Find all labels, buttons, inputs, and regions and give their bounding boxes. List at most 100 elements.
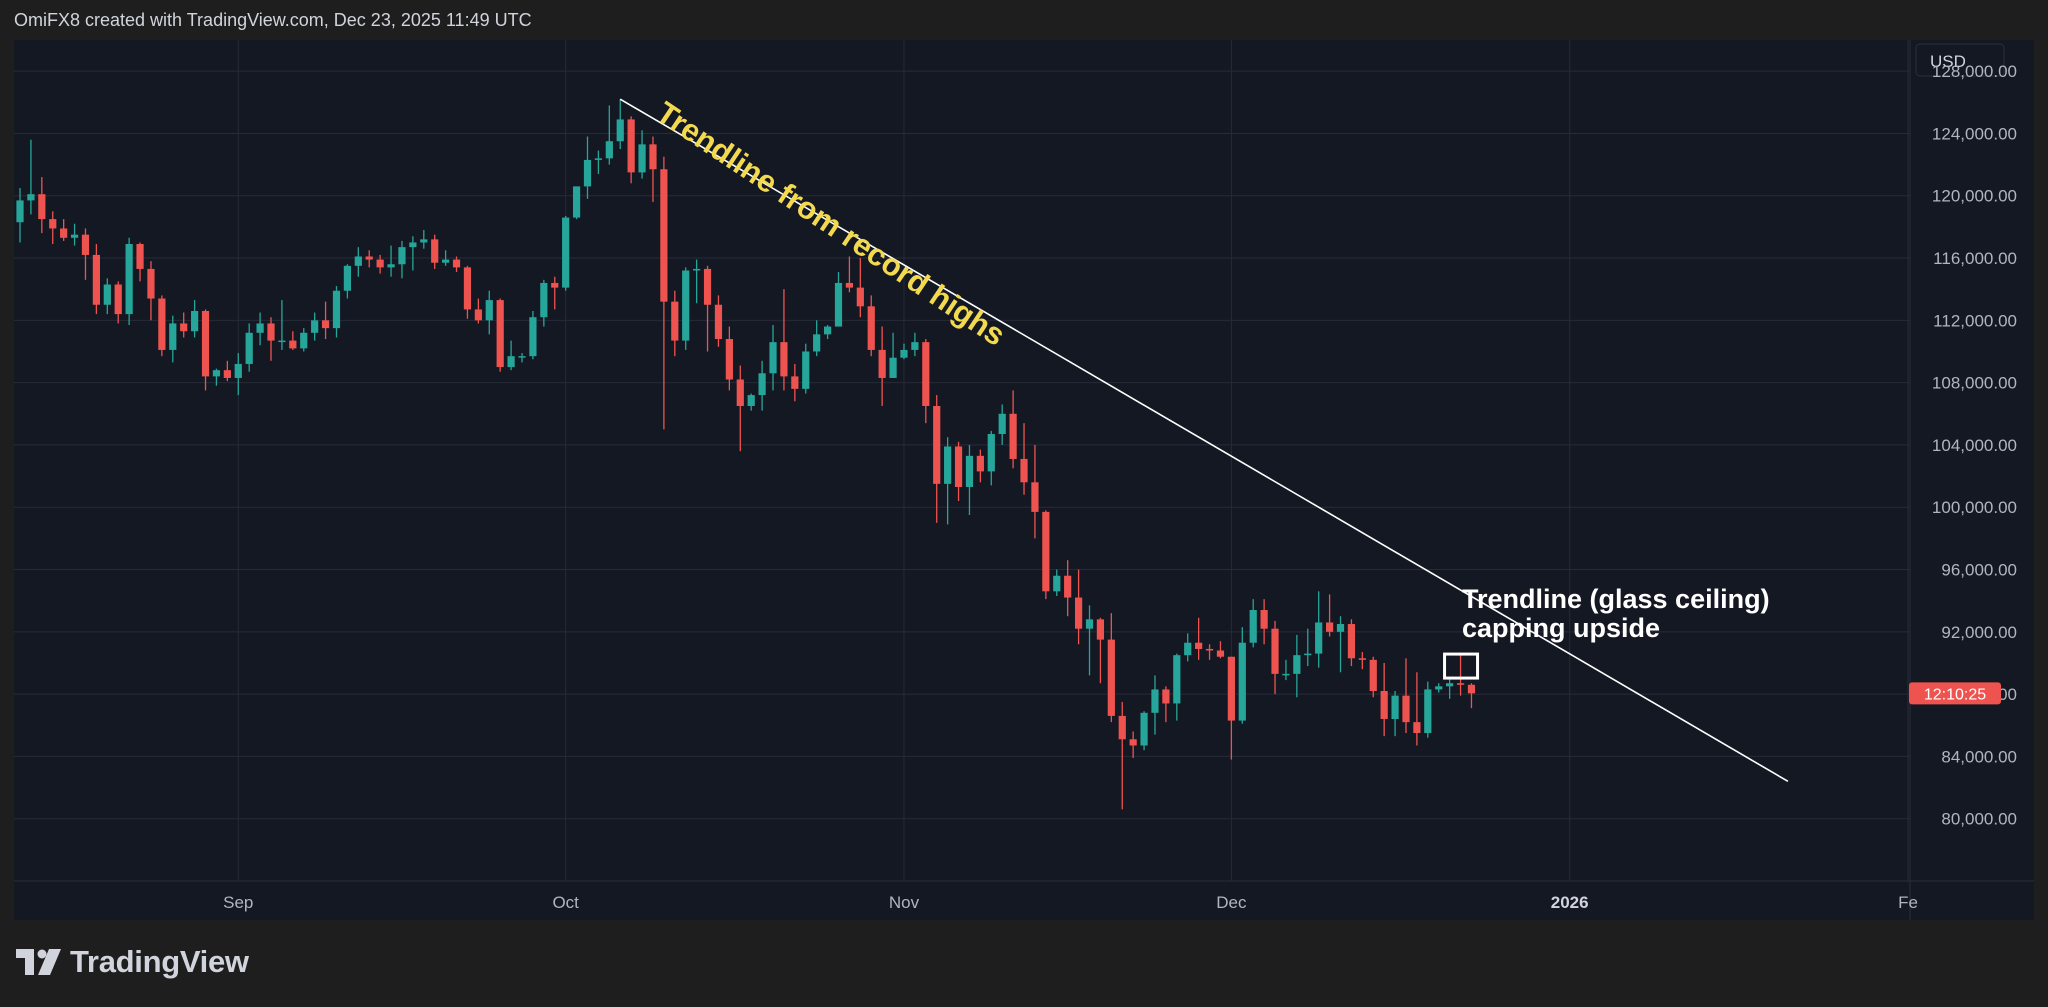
candle <box>758 360 766 411</box>
y-tick-label: 100,000.00 <box>1932 498 2017 517</box>
candle <box>834 272 843 327</box>
candle <box>671 290 679 357</box>
candle <box>944 437 952 525</box>
candle <box>147 261 155 321</box>
candle-body <box>1020 458 1028 483</box>
candle <box>1271 620 1279 695</box>
candle <box>180 312 188 338</box>
candle-body <box>1096 619 1105 640</box>
candle-body <box>1205 648 1214 651</box>
candle <box>365 250 373 268</box>
y-tick-label: 124,000.00 <box>1932 124 2017 143</box>
candle <box>1216 641 1225 659</box>
candle-body <box>191 310 199 332</box>
candle <box>92 244 100 315</box>
candle <box>343 264 352 299</box>
candle <box>300 328 308 352</box>
candle-body <box>387 264 395 268</box>
candle <box>136 242 144 282</box>
candle <box>1009 390 1017 469</box>
candle-body <box>1053 575 1061 592</box>
candle <box>1413 672 1421 746</box>
candle-body <box>823 326 832 335</box>
candle <box>169 315 177 363</box>
trendline-layer <box>619 98 1789 783</box>
candle-body <box>1216 650 1225 657</box>
candle-body <box>1249 610 1257 643</box>
x-tick-label: Sep <box>223 893 253 912</box>
countdown-tag: 12:10:25 <box>1909 682 2001 705</box>
candle <box>332 286 341 338</box>
y-tick-label: 92,000.00 <box>1941 623 2017 642</box>
candle-body <box>485 300 493 321</box>
candle <box>1446 678 1454 699</box>
currency-label[interactable]: USD <box>1930 52 1966 71</box>
y-tick-label: 112,000.00 <box>1933 311 2017 330</box>
candle-body <box>321 320 330 329</box>
candle <box>714 295 723 347</box>
candle <box>158 295 166 357</box>
candle-body <box>1325 622 1334 632</box>
candle <box>867 295 875 357</box>
candle-body <box>267 323 275 341</box>
candle-body <box>27 194 35 201</box>
candle-body <box>944 446 952 484</box>
candle <box>289 331 297 350</box>
candle <box>911 332 919 357</box>
candle <box>212 368 221 386</box>
candle <box>682 267 690 350</box>
candle <box>311 312 319 341</box>
candle-body <box>747 395 755 406</box>
candle <box>540 279 548 327</box>
candle-body <box>922 342 930 406</box>
candle <box>354 247 362 277</box>
candle-body <box>758 373 766 396</box>
candle <box>1173 653 1181 721</box>
currency-box[interactable] <box>1915 43 2005 77</box>
candle <box>1205 644 1214 660</box>
candle <box>201 309 210 391</box>
candle-body <box>212 370 221 377</box>
candle-body <box>714 304 723 340</box>
candle <box>1369 656 1377 698</box>
candle <box>605 105 613 165</box>
chart-attribution: OmiFX8 created with TradingView.com, Dec… <box>14 10 532 30</box>
candle <box>1053 569 1061 596</box>
candle <box>1336 616 1345 673</box>
candle-body <box>572 186 581 218</box>
candle-body <box>562 217 570 288</box>
x-tick-label: Oct <box>552 893 579 912</box>
candle <box>878 326 886 406</box>
candle-body <box>1195 642 1203 649</box>
candle <box>27 139 35 215</box>
candle-body <box>867 306 875 350</box>
price-chart[interactable]: USD 80,000.0084,000.0088,000.0092,000.00… <box>14 40 2034 920</box>
candle <box>583 136 592 199</box>
candle-body <box>452 259 461 268</box>
candle-body <box>627 119 635 173</box>
chart-panel[interactable]: USD 80,000.0084,000.0088,000.0092,000.00… <box>14 40 2034 920</box>
candle <box>572 186 581 220</box>
candle-body <box>693 268 701 271</box>
candle <box>81 228 90 280</box>
tradingview-logo[interactable]: TradingView <box>16 944 249 980</box>
candle-body <box>583 159 592 187</box>
candle-body <box>234 363 242 378</box>
candle <box>1074 569 1083 645</box>
candle-body <box>911 342 919 350</box>
candle <box>1042 510 1050 600</box>
candle <box>769 325 777 391</box>
candle <box>38 177 46 234</box>
candle <box>725 326 733 391</box>
candle <box>1293 634 1301 698</box>
currency-selector[interactable]: USD <box>1915 43 2005 77</box>
candle-body <box>1282 673 1290 676</box>
candle-body <box>1402 695 1410 723</box>
candle <box>463 265 472 319</box>
candle <box>1238 627 1246 724</box>
candle <box>474 298 482 324</box>
tradingview-logo-icon <box>16 949 61 975</box>
candle-body <box>507 356 515 368</box>
candle-body <box>398 247 406 265</box>
candle-body <box>92 254 100 305</box>
